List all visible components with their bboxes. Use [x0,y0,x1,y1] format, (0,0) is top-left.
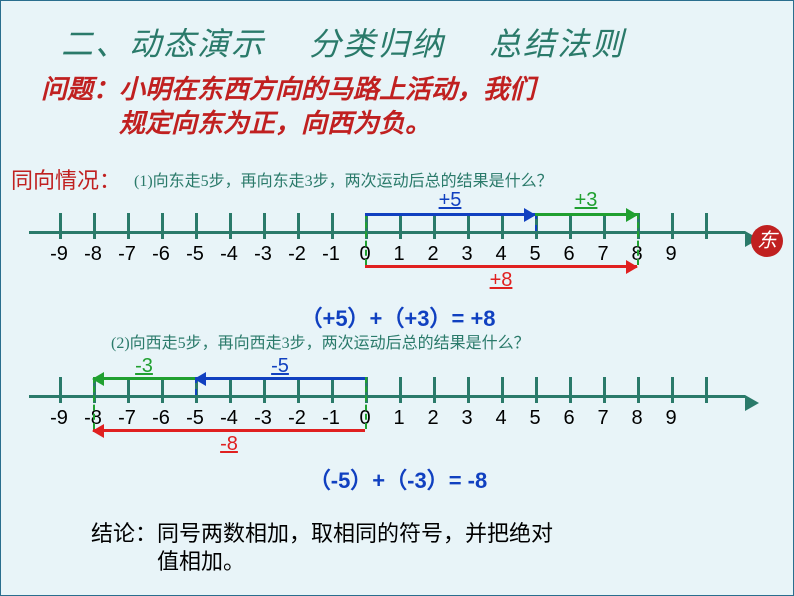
tick-label: 5 [529,243,540,266]
east-icon: 东 [751,225,783,257]
tick-label: 4 [495,243,506,266]
tick-label: -1 [322,243,340,266]
tick-label: 9 [665,243,676,266]
tick-label: -4 [220,407,238,430]
tick-label: 7 [597,243,608,266]
problem-line2: 规定向东为正，向西为负。 [41,107,793,141]
tick-label: 3 [461,407,472,430]
segment-label: +8 [490,269,513,292]
section-title: 二、动态演示 分类归纳 总结法则 [1,1,793,65]
tick-label: -7 [118,407,136,430]
tick-label: -2 [288,407,306,430]
tick-label: 2 [427,243,438,266]
question-2: (2)向西走5步，再向西走3步，两次运动后总的结果是什么？ [111,329,530,353]
equation-2: （-5）+（-3）= -8 [1,463,794,495]
tick-label: 7 [597,407,608,430]
tick-label: -5 [186,243,204,266]
problem-statement: 问题：小明在东西方向的马路上活动，我们 规定向东为正，向西为负。 [1,65,793,141]
tick-label: -4 [220,243,238,266]
same-direction-label: 同向情况： [11,163,121,195]
tick-label: 2 [427,407,438,430]
problem-line1: 问题：小明在东西方向的马路上活动，我们 [41,75,535,104]
segment-label: -3 [135,355,153,378]
tick-label: 5 [529,407,540,430]
tick-label: -6 [152,243,170,266]
question-1: (1)向东走5步，再向东走3步，两次运动后总的结果是什么？ [134,167,553,191]
segment-label: +5 [439,189,462,212]
tick-label: 6 [563,243,574,266]
tick-label: -9 [50,407,68,430]
tick-label: -9 [50,243,68,266]
tick-label: 1 [393,407,404,430]
tick-label: -2 [288,243,306,266]
conclusion-text: 结论：同号两数相加，取相同的符号，并把绝对 值相加。 [91,520,711,577]
tick-label: 1 [393,243,404,266]
tick-label: -5 [186,407,204,430]
tick-label: 6 [563,407,574,430]
segment-label: +3 [575,189,598,212]
tick-label: -8 [84,243,102,266]
segment-label: -8 [220,433,238,456]
tick-label: -3 [254,243,272,266]
tick-label: -6 [152,407,170,430]
tick-label: -1 [322,407,340,430]
segment-label: -5 [271,355,289,378]
tick-label: -3 [254,407,272,430]
tick-label: -7 [118,243,136,266]
tick-label: 9 [665,407,676,430]
tick-label: 8 [631,407,642,430]
tick-label: 3 [461,243,472,266]
tick-label: 4 [495,407,506,430]
